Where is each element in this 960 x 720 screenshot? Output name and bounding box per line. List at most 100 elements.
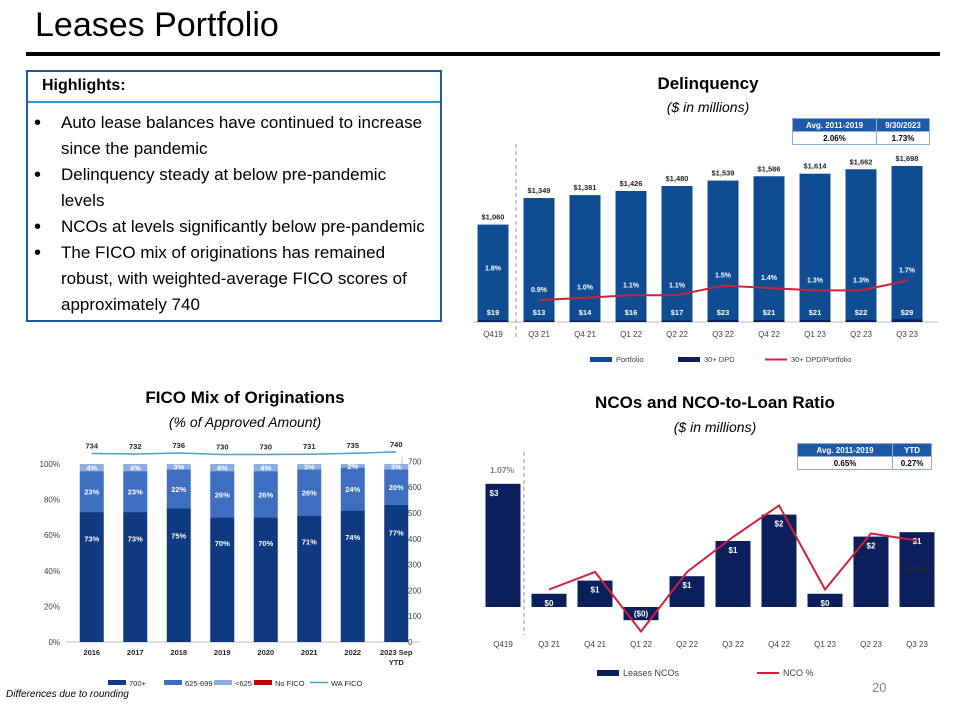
nco-pct-label: 1.07% bbox=[490, 465, 515, 475]
legend-label: Leases NCOs bbox=[623, 668, 680, 678]
x-tick-label: Q2 22 bbox=[666, 330, 688, 339]
fico-700-label: 73% bbox=[128, 534, 143, 543]
portfolio-bar bbox=[707, 180, 739, 322]
x-tick-label: Q1 23 bbox=[804, 330, 826, 339]
nco-bar bbox=[531, 593, 567, 607]
y2-tick-label: 600 bbox=[408, 483, 422, 492]
dpd-label: $21 bbox=[809, 308, 822, 317]
x-tick-label: Q3 23 bbox=[906, 640, 928, 649]
nco-title: NCOs and NCO-to-Loan Ratio bbox=[595, 393, 835, 412]
portfolio-label: $1,614 bbox=[804, 162, 828, 171]
x-tick-label: Q4 21 bbox=[584, 640, 606, 649]
fico-lt625-label: 4% bbox=[217, 464, 228, 473]
portfolio-bar bbox=[523, 198, 555, 322]
nco-bar bbox=[669, 576, 705, 607]
wa-fico-label: 736 bbox=[172, 441, 185, 450]
portfolio-label: $1,698 bbox=[896, 154, 919, 163]
bullet-dot: • bbox=[34, 242, 42, 264]
fico-700-label: 70% bbox=[215, 539, 230, 548]
bullet-dot: • bbox=[34, 164, 42, 186]
bullet-text: Auto lease balances have continued to in… bbox=[61, 113, 423, 158]
nco-label: $1 bbox=[591, 586, 600, 595]
legend-swatch bbox=[590, 357, 612, 362]
nco-label: $2 bbox=[867, 542, 876, 551]
legend-swatch bbox=[214, 680, 232, 685]
fico-625-label: 26% bbox=[302, 488, 317, 497]
bullet-text: NCOs at levels significantly below pre-p… bbox=[61, 217, 425, 236]
fico-625-label: 26% bbox=[215, 490, 230, 499]
stat-value: 0.27% bbox=[892, 456, 932, 470]
fico-lt625-label: 3% bbox=[391, 463, 402, 472]
x-tick-label: 2018 bbox=[170, 648, 187, 657]
x-tick-label: Q419 bbox=[493, 640, 513, 649]
nco-subtitle: ($ in millions) bbox=[673, 419, 757, 435]
bullet-dot: • bbox=[34, 112, 42, 134]
legend-label: <625 bbox=[235, 679, 252, 688]
fico-lt625-label: 4% bbox=[130, 464, 141, 473]
legend-label: 625-699 bbox=[185, 679, 213, 688]
fico-700-bar bbox=[166, 508, 191, 642]
dpd-bar bbox=[753, 320, 785, 322]
bullet-text: Delinquency steady at below pre-pandemic… bbox=[61, 165, 387, 210]
fico-625-bar bbox=[79, 471, 104, 513]
fico-lt625-bar bbox=[253, 464, 278, 472]
fico-700-label: 77% bbox=[389, 529, 404, 538]
wa-fico-label: 730 bbox=[259, 442, 272, 451]
fico-700-label: 74% bbox=[345, 533, 360, 542]
x-tick-label: Q2 22 bbox=[676, 640, 698, 649]
delinquency-stats-table: Avg. 2011-2019 9/30/2023 2.06% 1.73% bbox=[791, 118, 930, 145]
fico-625-bar bbox=[340, 467, 365, 511]
fico-lt625-bar bbox=[340, 464, 365, 468]
legend-label: Portfolio bbox=[616, 355, 644, 364]
fico-lt625-label: 4% bbox=[86, 464, 97, 473]
ratio-label: 0.9% bbox=[531, 287, 548, 294]
x-tick-label: Q3 23 bbox=[896, 330, 918, 339]
dpd-label: $22 bbox=[855, 308, 868, 317]
legend-swatch bbox=[678, 357, 700, 362]
x-tick-label: Q3 22 bbox=[712, 330, 734, 339]
y-tick-label: 40% bbox=[44, 567, 60, 576]
ratio-label: 1.5% bbox=[715, 273, 732, 280]
delinquency-subtitle: ($ in millions) bbox=[666, 99, 750, 115]
x-tick-label: 2016 bbox=[83, 648, 100, 657]
nco-bar bbox=[899, 532, 935, 607]
nco-label: $0 bbox=[545, 599, 554, 608]
y2-tick-label: 400 bbox=[408, 535, 422, 544]
dpd-label: $29 bbox=[901, 308, 914, 317]
y2-tick-label: 300 bbox=[408, 561, 422, 570]
fico-700-bar bbox=[123, 512, 148, 642]
y2-tick-label: 200 bbox=[408, 586, 422, 595]
dpd-bar bbox=[569, 320, 601, 322]
x-tick-label: Q3 21 bbox=[528, 330, 550, 339]
portfolio-label: $1,480 bbox=[666, 174, 689, 183]
fico-700-label: 73% bbox=[84, 534, 99, 543]
dpd-label: $16 bbox=[625, 308, 638, 317]
wa-fico-label: 734 bbox=[85, 441, 98, 450]
nco-label: $2 bbox=[775, 520, 784, 529]
fico-700-bar bbox=[340, 510, 365, 642]
dpd-bar bbox=[707, 319, 739, 322]
stat-header: 9/30/2023 bbox=[876, 118, 930, 132]
dpd-label: $13 bbox=[533, 308, 546, 317]
y2-tick-label: 500 bbox=[408, 509, 422, 518]
dpd-bar bbox=[799, 320, 831, 322]
nco-chart: $3 Q419 $0 Q3 21 $1 Q4 21 ($0) Q1 22 $1 Q2 22 $1 Q3… bbox=[485, 452, 935, 678]
portfolio-bar bbox=[661, 186, 693, 322]
ratio-label: 1.3% bbox=[807, 277, 824, 284]
fico-700-label: 75% bbox=[171, 532, 186, 541]
fico-lt625-label: 2% bbox=[347, 462, 358, 471]
delinquency-title: Delinquency bbox=[657, 74, 759, 93]
nco-stats-table: Avg. 2011-2019 YTD 0.65% 0.27% bbox=[796, 443, 932, 470]
legend-swatch bbox=[164, 680, 182, 685]
portfolio-label: $1,539 bbox=[712, 169, 735, 178]
fico-625-bar bbox=[297, 469, 322, 516]
portfolio-bar bbox=[799, 173, 831, 322]
dpd-bar bbox=[615, 320, 647, 322]
y-tick-label: 0% bbox=[48, 638, 60, 647]
dpd-bar bbox=[661, 320, 693, 322]
delinquency-chart: $1,060 $19 Q419 1.8% $1,349 $13 Q3 21 0.9% $1,38… bbox=[474, 144, 938, 364]
stat-value: 0.65% bbox=[796, 456, 894, 470]
nco-bar bbox=[807, 593, 843, 607]
legend-label: 700+ bbox=[129, 679, 147, 688]
fico-lt625-bar bbox=[123, 464, 148, 472]
